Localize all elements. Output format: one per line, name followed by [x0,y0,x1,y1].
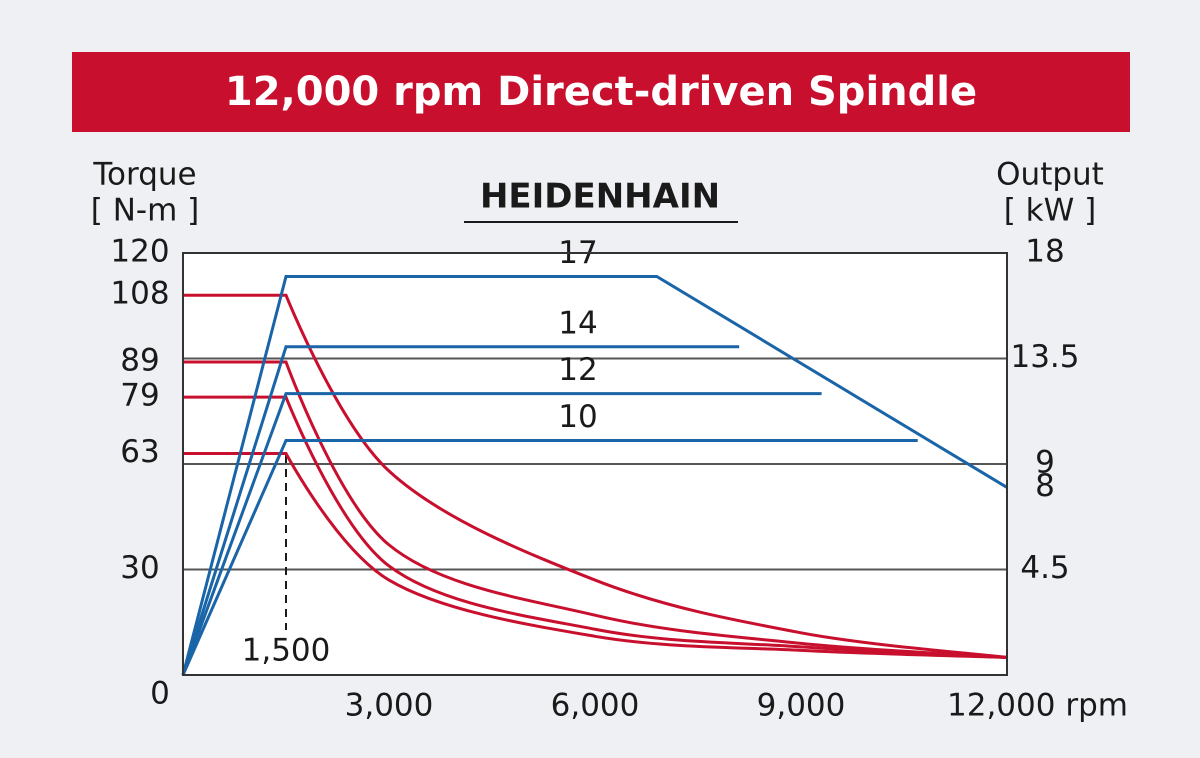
y-tick-label: 108 [110,276,169,312]
y2-tick-label: 13.5 [1010,339,1079,375]
series-label: 12 [558,352,597,388]
line-series [181,274,1008,676]
y2-axis-label: Output [996,157,1104,193]
x-tick-label: 9,000 [757,688,846,724]
title-banner [72,52,1130,132]
y2-tick-label: 9 [1035,445,1055,481]
line-series [181,345,740,676]
annotation-label: 1,500 [242,633,331,669]
line-series [183,451,1008,659]
y2-tick-label: 8 [1035,468,1055,504]
x-tick-label: 6,000 [551,688,640,724]
line-series [183,360,1008,659]
y-tick-label: 0 [150,676,170,712]
y-axis-label: Torque [92,157,196,193]
y2-tick-label: 4.5 [1020,550,1069,586]
chart-title: 12,000 rpm Direct-driven Spindle [225,69,977,115]
line-series [181,392,822,676]
y-tick-label: 120 [110,234,169,270]
line-series [181,439,918,676]
plot-frame [182,252,1008,676]
y-tick-label: 30 [120,550,159,586]
y2-tick-label: 18 [1025,234,1064,270]
x-tick-label: 3,000 [345,688,434,724]
y-tick-label: 63 [120,434,159,470]
y-tick-label: 89 [120,343,159,379]
series-label: 14 [558,305,597,341]
line-series [183,293,1008,659]
line-series [183,395,1008,659]
y-tick-label: 79 [120,378,159,414]
series-label: 10 [558,399,597,435]
chart-subtitle: HEIDENHAIN [480,177,720,217]
y-axis-label: [ N-m ] [91,193,199,229]
y2-axis-label: [ kW ] [1004,193,1097,229]
x-tick-label: 12,000 rpm [947,688,1128,724]
